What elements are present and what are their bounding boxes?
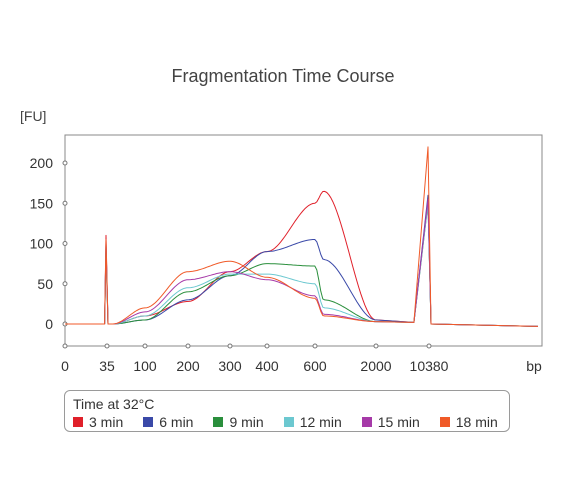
x-tick-mark — [373, 343, 379, 349]
y-tick-mark — [62, 281, 68, 287]
legend: Time at 32°C 3 min 6 min 9 min 12 min 15 min… — [64, 390, 510, 432]
x-tick-label: 100 — [133, 358, 157, 374]
legend-swatch — [73, 417, 83, 427]
legend-item: 15 min — [361, 414, 420, 430]
legend-label: 6 min — [159, 414, 194, 430]
legend-label: 3 min — [89, 414, 124, 430]
y-tick-label: 150 — [30, 195, 54, 211]
y-tick-label: 100 — [30, 236, 54, 252]
legend-label: 15 min — [377, 414, 420, 430]
y-tick-mark — [62, 200, 68, 206]
legend-items: 3 min 6 min 9 min 12 min 15 min 18 min — [73, 414, 501, 430]
x-tick-mark — [185, 343, 191, 349]
legend-label: 9 min — [229, 414, 264, 430]
x-tick-label: 300 — [218, 358, 242, 374]
series-line-9-min — [65, 202, 539, 327]
legend-label: 18 min — [455, 414, 498, 430]
x-tick-mark — [227, 343, 233, 349]
legend-label: 12 min — [299, 414, 342, 430]
legend-item: 9 min — [213, 414, 264, 430]
y-tick-mark — [62, 241, 68, 246]
x-axis-label: bp — [526, 358, 542, 374]
x-tick-label: 2000 — [360, 358, 391, 374]
x-tick-mark — [142, 343, 148, 349]
y-tick-label: 50 — [37, 276, 53, 292]
legend-swatch — [143, 417, 154, 427]
legend-title: Time at 32°C — [73, 396, 155, 412]
x-tick-label: 600 — [303, 358, 327, 374]
chart-title: Fragmentation Time Course — [171, 66, 395, 86]
legend-swatch — [283, 417, 294, 427]
legend-swatch — [213, 417, 224, 427]
legend-item: 18 min — [439, 414, 498, 430]
x-tick-label: 0 — [61, 358, 69, 374]
x-tick-mark — [62, 343, 68, 349]
x-tick-mark — [264, 343, 270, 349]
x-tick-label: 400 — [255, 358, 279, 374]
y-tick-mark — [62, 160, 68, 166]
series-line-3-min — [65, 190, 539, 327]
legend-item: 3 min — [73, 414, 123, 430]
y-tick-label: 0 — [45, 316, 53, 332]
legend-item: 12 min — [283, 414, 342, 430]
legend-swatch — [361, 417, 372, 427]
legend-item: 6 min — [143, 414, 193, 430]
x-tick-mark — [426, 343, 432, 349]
legend-swatch — [439, 417, 450, 427]
series-line-6-min — [65, 194, 539, 327]
plot-frame — [64, 134, 543, 347]
x-tick-label: 200 — [176, 358, 200, 374]
x-tick-mark — [104, 343, 110, 349]
series-line-12-min — [65, 202, 539, 327]
x-tick-label: 10380 — [410, 358, 449, 374]
series-line-15-min — [65, 198, 539, 327]
x-tick-mark — [312, 343, 318, 349]
y-tick-label: 200 — [30, 155, 54, 171]
series-line-18-min — [65, 146, 539, 327]
y-axis-label: [FU] — [20, 108, 47, 124]
x-tick-label: 35 — [99, 358, 115, 374]
